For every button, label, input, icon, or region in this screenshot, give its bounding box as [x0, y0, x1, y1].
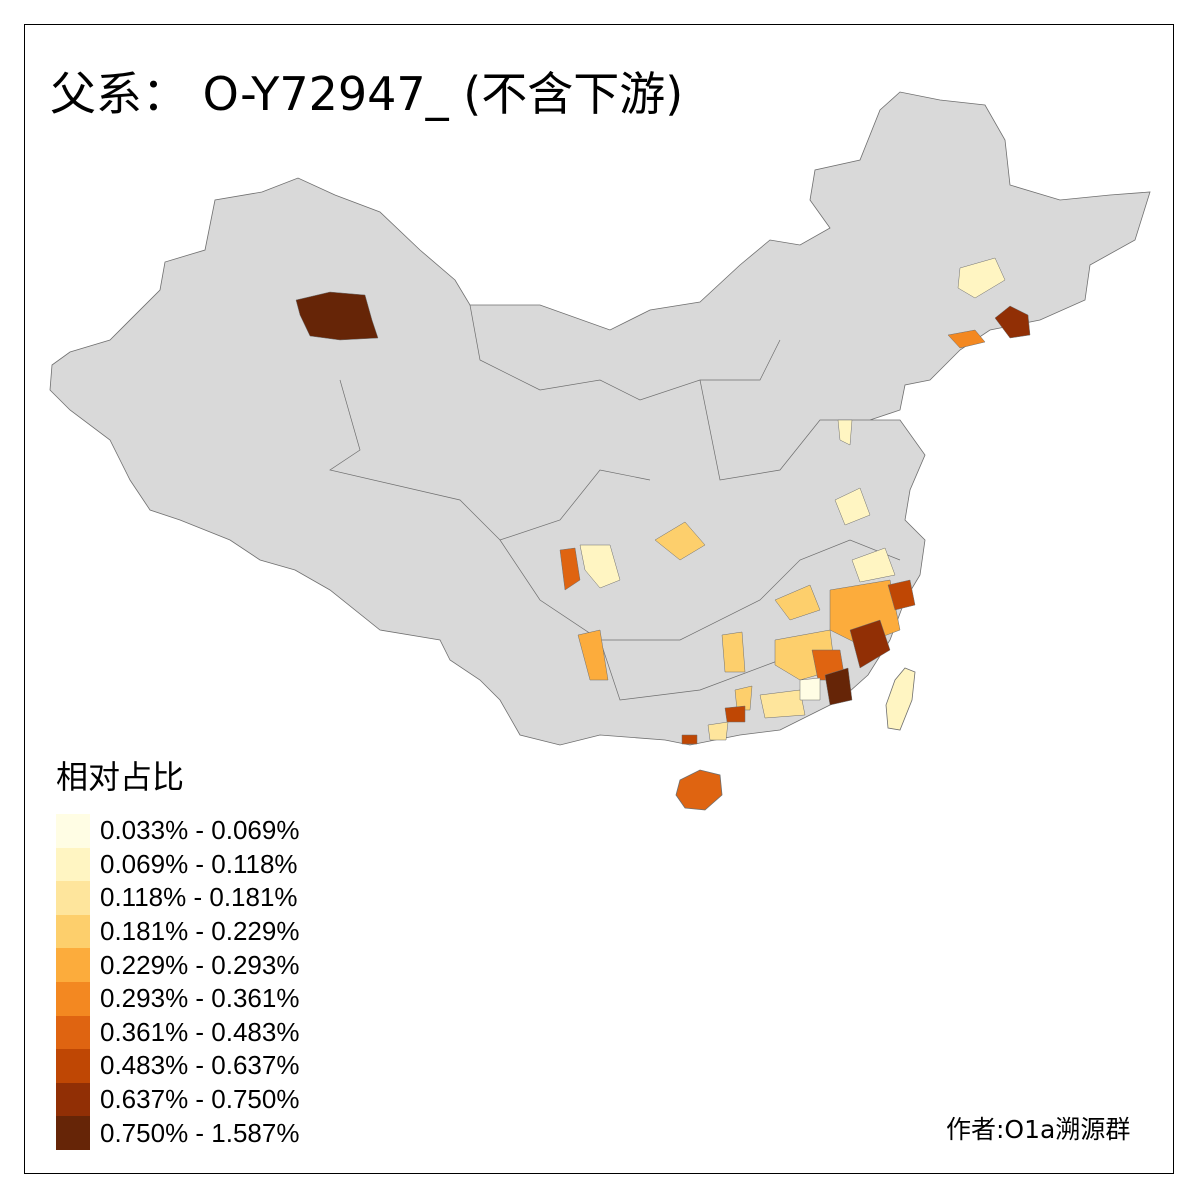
legend-swatch: [56, 1082, 90, 1117]
region: [774, 584, 821, 621]
region: [799, 677, 821, 701]
region: [849, 619, 891, 669]
region: [887, 579, 916, 611]
region: [577, 629, 609, 681]
region: [681, 734, 698, 745]
region: [824, 667, 853, 706]
author-credit: 作者:O1a溯源群: [946, 1115, 1131, 1144]
legend-swatch: [56, 881, 90, 915]
legend: 相对占比 0.033% - 0.069% 0.069% - 0.118% 0.118…: [56, 752, 299, 1150]
legend-item: 0.293% - 0.361%: [56, 981, 300, 1016]
legend-label: 0.118% - 0.181%: [100, 882, 298, 913]
map-frame: [24, 24, 1174, 1174]
legend-swatch: [56, 1015, 90, 1050]
legend-item: 0.229% - 0.293%: [56, 948, 299, 982]
legend-swatch: [56, 1049, 90, 1083]
legend-swatch: [56, 1116, 90, 1150]
legend-item: 0.033% - 0.069%: [56, 814, 299, 848]
region: [837, 419, 853, 446]
china-mainland: [49, 91, 1151, 746]
legend-item: 0.069% - 0.118%: [56, 847, 299, 882]
region: [851, 547, 896, 583]
region-xinjiang: [295, 291, 379, 341]
region: [707, 721, 729, 741]
region: [734, 685, 753, 711]
legend-label: 0.229% - 0.293%: [100, 949, 300, 980]
legend-label: 0.750% - 1.587%: [100, 1117, 300, 1148]
legend-item: 0.118% - 0.181%: [56, 881, 299, 915]
region: [579, 544, 621, 589]
region: [759, 689, 806, 719]
legend-swatch: [56, 948, 90, 982]
taiwan-island: [885, 667, 916, 731]
region: [947, 329, 986, 349]
region: [724, 705, 746, 723]
legend-label: 0.293% - 0.361%: [100, 983, 300, 1014]
legend-label: 0.637% - 0.750%: [100, 1084, 300, 1115]
legend-label: 0.181% - 0.229%: [100, 916, 300, 947]
region: [994, 305, 1031, 339]
legend-swatch: [56, 847, 90, 882]
legend-swatch: [56, 914, 90, 949]
legend-swatch: [56, 814, 90, 848]
legend-label: 0.483% - 0.637%: [100, 1050, 300, 1081]
hainan-island: [675, 769, 723, 811]
region: [654, 521, 706, 561]
legend-swatch: [56, 981, 90, 1016]
region: [721, 631, 746, 673]
legend-label: 0.361% - 0.483%: [100, 1016, 300, 1047]
region: [559, 547, 581, 591]
region: [834, 487, 871, 526]
region: [957, 257, 1006, 299]
legend-label: 0.069% - 0.118%: [100, 848, 298, 879]
legend-item: 0.637% - 0.750%: [56, 1082, 300, 1117]
legend-item: 0.181% - 0.229%: [56, 914, 300, 949]
legend-label: 0.033% - 0.069%: [100, 815, 300, 846]
legend-item: 0.750% - 1.587%: [56, 1116, 299, 1150]
legend-item: 0.361% - 0.483%: [56, 1015, 300, 1050]
map-title: 父系： O-Y72947_ (不含下游): [50, 67, 684, 121]
legend-title: 相对占比: [56, 758, 185, 796]
legend-item: 0.483% - 0.637%: [56, 1049, 299, 1083]
